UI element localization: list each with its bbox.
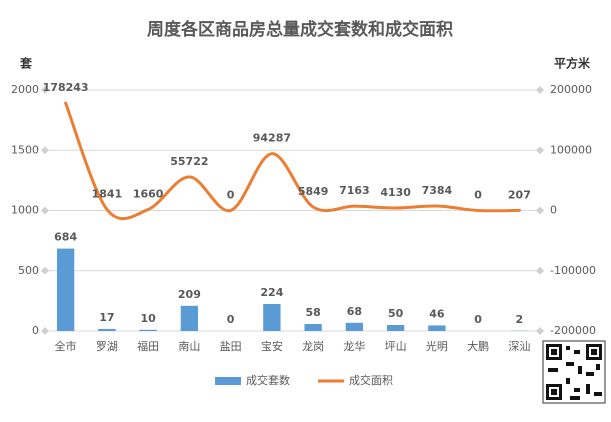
y2-tick-label: 100000 bbox=[550, 143, 592, 156]
y2-tick-marker bbox=[536, 86, 544, 94]
grid-marker bbox=[41, 206, 49, 215]
y-axis-title: 套 bbox=[19, 56, 33, 71]
chart-title: 周度各区商品房总量成交套数和成交面积 bbox=[147, 19, 453, 40]
line-value-label: 4130 bbox=[380, 186, 411, 199]
x-tick-label: 龙岗 bbox=[302, 340, 324, 353]
line-value-label: 7163 bbox=[339, 184, 370, 197]
line-value-label: 0 bbox=[474, 189, 482, 202]
line-series bbox=[64, 101, 521, 221]
bar-value-label: 0 bbox=[474, 313, 482, 326]
bar bbox=[304, 324, 322, 331]
bar-value-label: 209 bbox=[178, 288, 201, 301]
bar bbox=[139, 329, 157, 331]
y2-axis-title: 平方米 bbox=[554, 56, 591, 71]
x-tick-label: 全市 bbox=[55, 339, 77, 353]
grid-marker bbox=[41, 146, 49, 155]
x-tick-label: 大鹏 bbox=[467, 339, 489, 353]
line-value-label: 1660 bbox=[133, 187, 164, 200]
y2-tick-marker bbox=[536, 146, 544, 155]
bar bbox=[263, 304, 281, 331]
bar-value-label: 46 bbox=[429, 307, 445, 320]
line-value-label: 55722 bbox=[170, 155, 208, 168]
line-value-label: 178243 bbox=[43, 81, 89, 94]
grid-marker bbox=[41, 327, 49, 335]
bar-value-label: 224 bbox=[260, 286, 283, 299]
y2-tick-label: 0 bbox=[550, 204, 557, 217]
line-value-label: 94287 bbox=[253, 132, 291, 145]
bar bbox=[428, 325, 446, 331]
x-tick-label: 龙华 bbox=[343, 339, 365, 353]
x-tick-label: 南山 bbox=[178, 340, 200, 353]
bar bbox=[98, 328, 116, 331]
y2-tick-marker bbox=[536, 206, 544, 215]
y-tick-label: 1500 bbox=[11, 143, 39, 156]
x-tick-label: 宝安 bbox=[261, 339, 283, 353]
bar-value-label: 17 bbox=[99, 311, 114, 324]
y-tick-label: 2000 bbox=[11, 83, 39, 96]
bar bbox=[180, 305, 199, 331]
x-tick-label: 福田 bbox=[137, 339, 159, 353]
y-tick-label: 1000 bbox=[11, 204, 39, 217]
bar-value-label: 10 bbox=[140, 312, 156, 325]
y2-tick-marker bbox=[536, 327, 544, 335]
line-value-label: 207 bbox=[508, 188, 531, 201]
y2-tick-label: -100000 bbox=[550, 264, 596, 277]
grid-marker bbox=[41, 86, 49, 94]
bar bbox=[345, 322, 364, 331]
bar-value-label: 684 bbox=[54, 231, 77, 244]
line-value-label: 1841 bbox=[92, 187, 123, 200]
legend-swatch bbox=[215, 377, 241, 385]
bar bbox=[386, 324, 405, 331]
bar-value-label: 2 bbox=[516, 313, 524, 326]
bar-value-label: 58 bbox=[305, 306, 320, 319]
bar-value-label: 68 bbox=[347, 305, 362, 318]
line-value-label: 7384 bbox=[422, 184, 453, 197]
x-tick-label: 盐田 bbox=[220, 340, 242, 353]
grid-marker bbox=[41, 266, 49, 275]
y-tick-label: 0 bbox=[32, 324, 39, 337]
x-tick-label: 深汕 bbox=[508, 340, 530, 353]
line-value-label: 0 bbox=[227, 189, 235, 202]
x-tick-label: 罗湖 bbox=[96, 340, 118, 353]
line-value-label: 5849 bbox=[298, 185, 329, 198]
y2-tick-label: 200000 bbox=[550, 83, 592, 96]
y2-tick-label: -200000 bbox=[550, 324, 596, 337]
bar-value-label: 50 bbox=[388, 307, 404, 320]
y-tick-label: 500 bbox=[18, 264, 39, 277]
bar-value-label: 0 bbox=[227, 313, 235, 326]
x-tick-label: 光明 bbox=[426, 339, 448, 353]
bar bbox=[56, 248, 75, 331]
legend-label: 成交面积 bbox=[349, 373, 393, 387]
x-tick-label: 坪山 bbox=[385, 340, 407, 353]
y2-tick-marker bbox=[536, 266, 544, 275]
legend-label: 成交套数 bbox=[246, 373, 290, 387]
qr-code bbox=[542, 340, 606, 404]
